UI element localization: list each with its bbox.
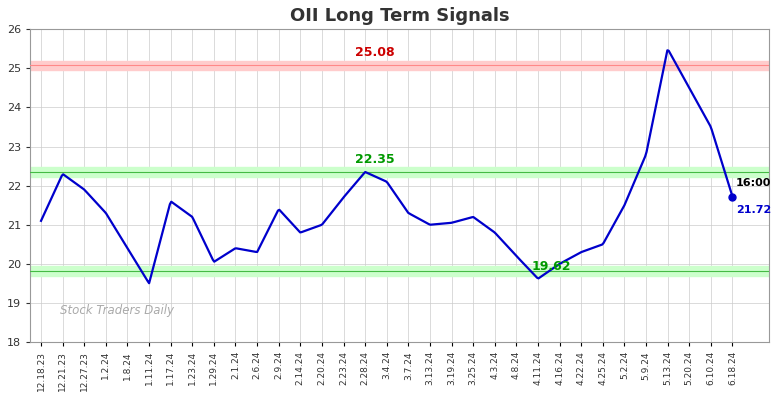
Bar bbox=[31, 266, 769, 275]
Text: 21.72: 21.72 bbox=[735, 205, 771, 215]
Bar bbox=[31, 167, 769, 177]
Text: 19.62: 19.62 bbox=[532, 260, 571, 273]
Text: 25.08: 25.08 bbox=[355, 47, 395, 59]
Text: 16:00: 16:00 bbox=[735, 178, 771, 188]
Text: Stock Traders Daily: Stock Traders Daily bbox=[60, 304, 174, 317]
Bar bbox=[31, 60, 769, 70]
Text: 22.35: 22.35 bbox=[355, 153, 395, 166]
Title: OII Long Term Signals: OII Long Term Signals bbox=[290, 7, 510, 25]
